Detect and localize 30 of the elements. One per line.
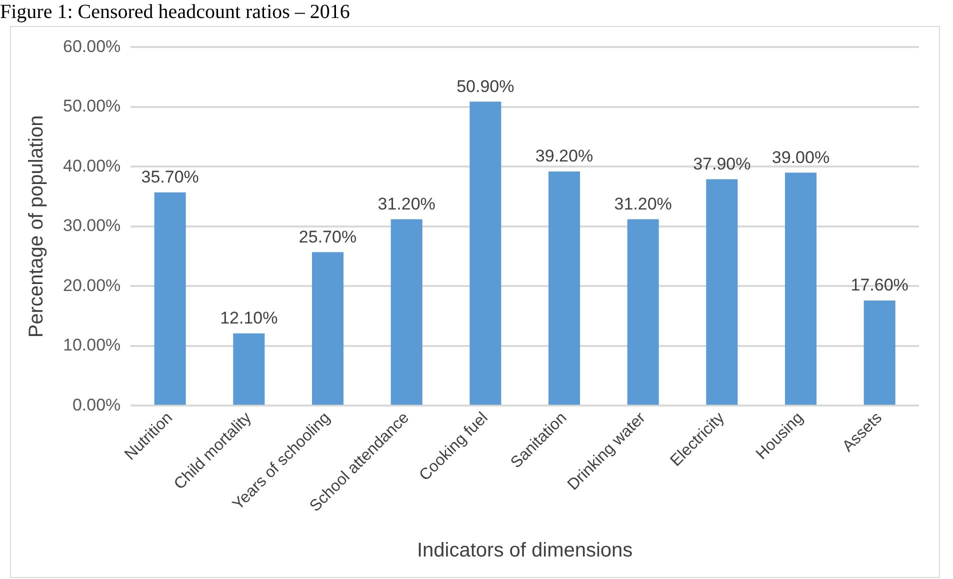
bar: [390, 219, 422, 405]
data-label: 50.90%: [456, 76, 514, 96]
data-label: 37.90%: [693, 154, 751, 174]
data-label: 17.60%: [850, 276, 908, 295]
bar: [784, 172, 817, 405]
data-label: 39.20%: [535, 146, 594, 166]
y-tick-label: 60.00%: [62, 36, 121, 56]
x-axis-title: Indicators of dimensions: [416, 540, 633, 562]
y-tick-label: 50.00%: [62, 96, 121, 116]
y-tick-label: 10.00%: [62, 336, 121, 355]
bar: [706, 179, 738, 405]
bar: [233, 333, 265, 405]
data-label: 31.20%: [378, 194, 436, 214]
chart-title: Figure 1: Censored headcount ratios – 2016: [0, 0, 350, 24]
data-label: 12.10%: [220, 308, 278, 328]
y-tick-label: 0.00%: [72, 395, 121, 414]
y-tick-label: 20.00%: [62, 276, 121, 295]
bar: [470, 102, 502, 405]
data-label: 39.00%: [772, 148, 830, 167]
bar: [312, 252, 344, 405]
y-axis-title: Percentage of population: [26, 115, 48, 338]
data-label: 31.20%: [614, 194, 672, 214]
data-label: 35.70%: [141, 168, 199, 187]
data-label: 25.70%: [298, 227, 357, 246]
bar: [154, 192, 186, 405]
bar: [627, 219, 659, 405]
bar: [548, 171, 580, 405]
y-tick-label: 40.00%: [62, 156, 121, 176]
bar: [864, 300, 896, 405]
y-tick-label: 30.00%: [62, 216, 121, 236]
